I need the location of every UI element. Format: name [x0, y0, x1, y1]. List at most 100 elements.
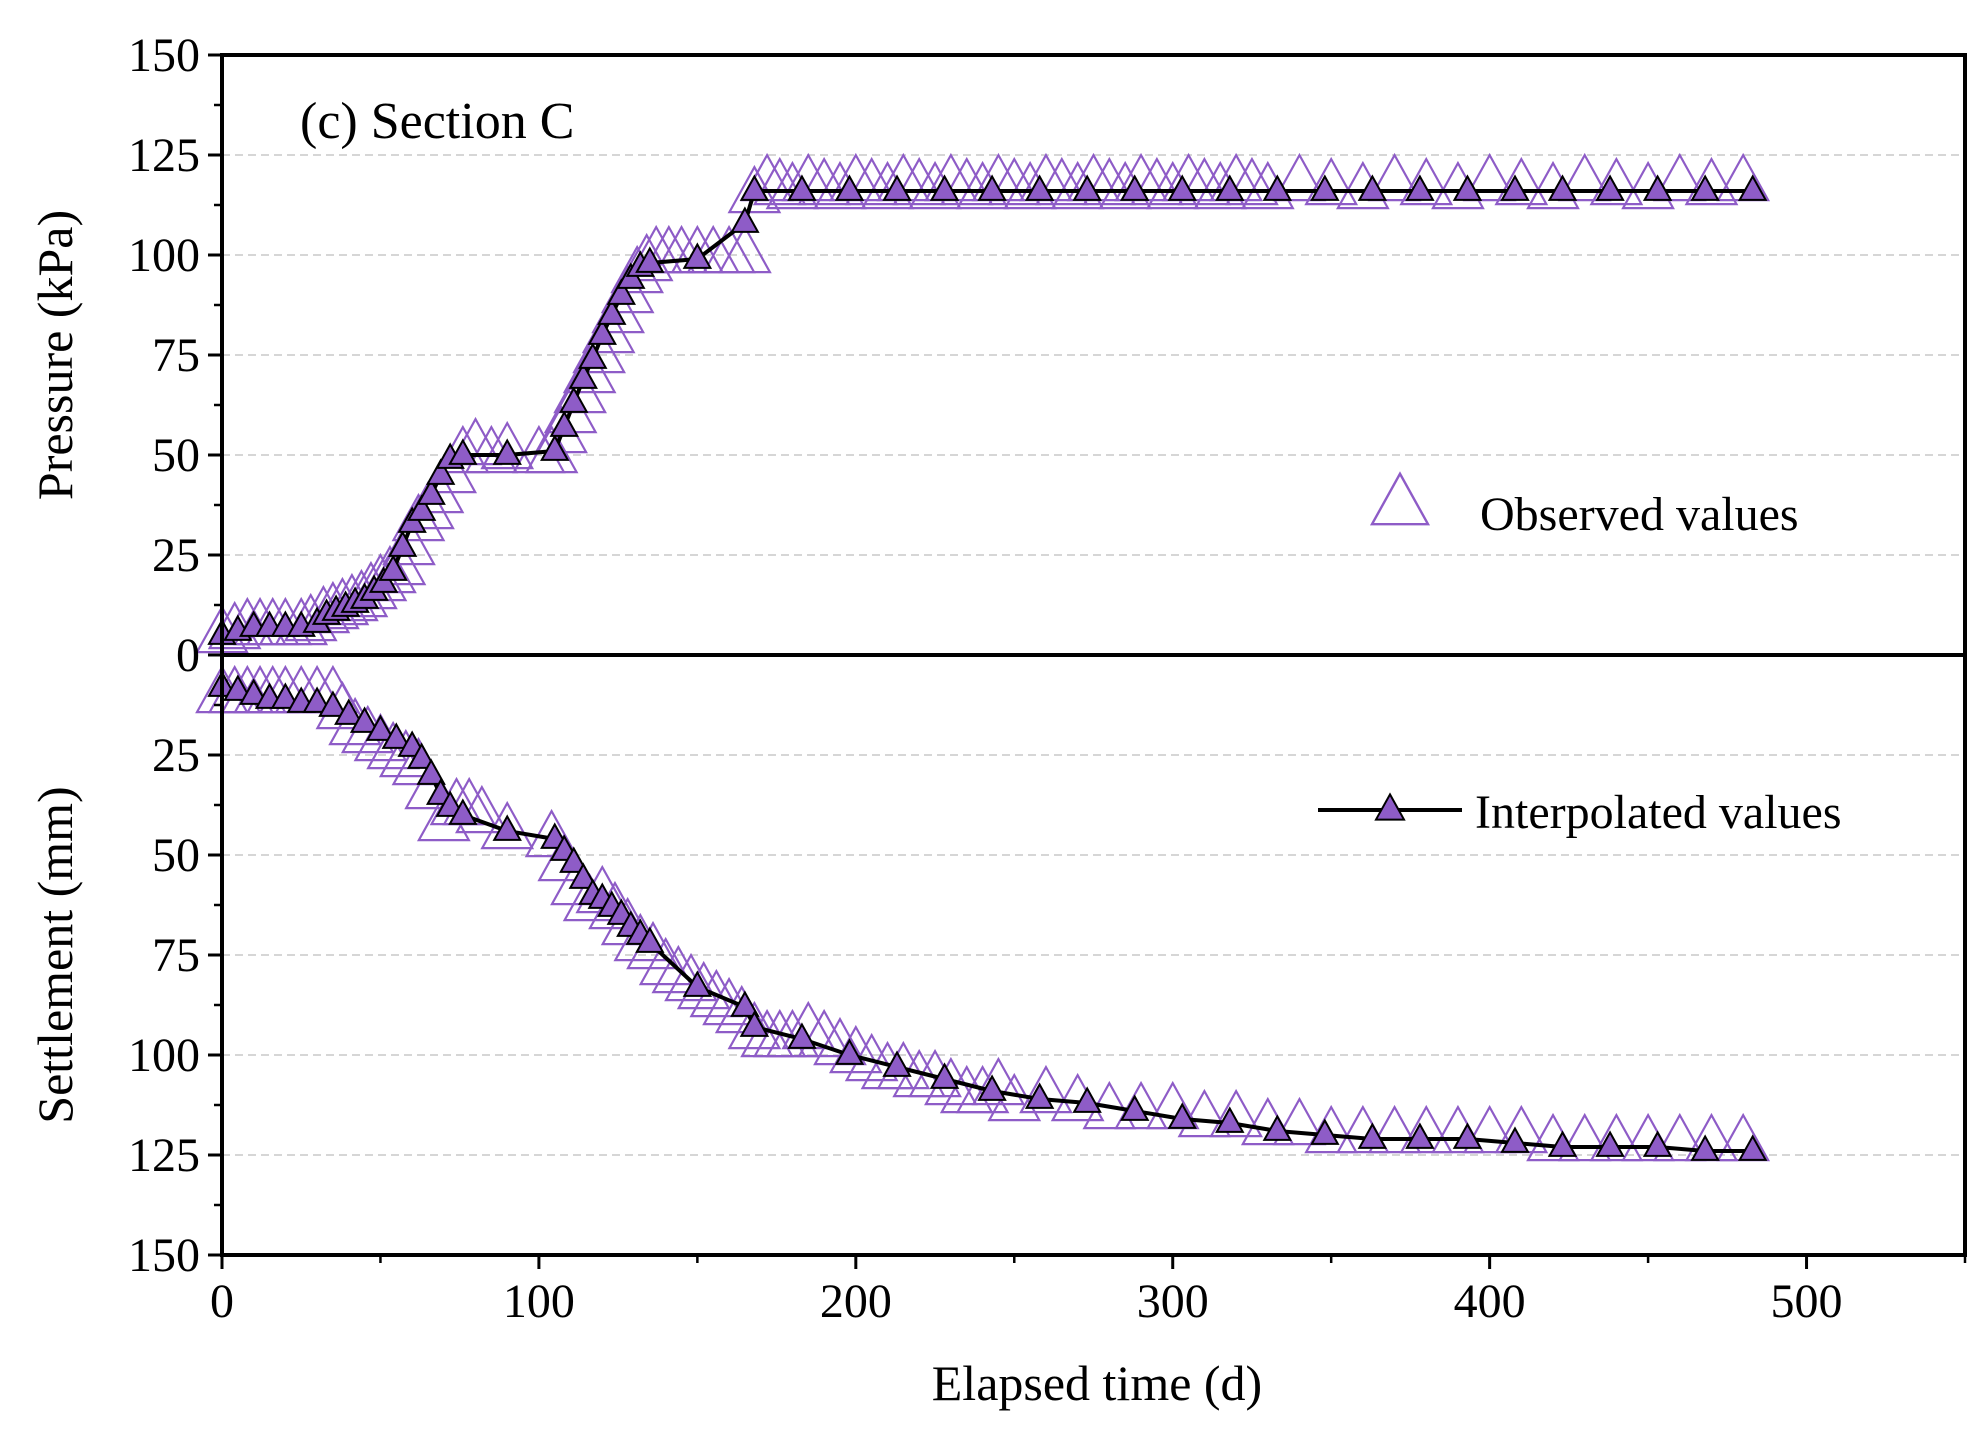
y-axis-title-settlement: Settlement (mm): [27, 786, 83, 1123]
x-axis-title: Elapsed time (d): [932, 1355, 1262, 1411]
legend-interpolated-label: Interpolated values: [1475, 786, 1842, 839]
interpolated-point: [448, 798, 478, 825]
interpolated-line-settlement: [221, 685, 1753, 1153]
interpolated-point: [1500, 1126, 1530, 1153]
observed-point: [1272, 152, 1327, 202]
y-tick-label-pressure: 100: [128, 229, 200, 282]
observed-point: [1177, 1088, 1232, 1138]
y-tick-label-settlement: 75: [152, 929, 200, 982]
interpolated-point: [1167, 1102, 1197, 1129]
interpolated-point: [1215, 174, 1245, 201]
observed-point: [1367, 152, 1422, 202]
interpolated-point: [492, 438, 522, 465]
y-tick-label-settlement: 100: [128, 1029, 200, 1082]
interpolated-point: [882, 174, 912, 201]
interpolated-point: [1215, 1106, 1245, 1133]
observed-point: [619, 232, 674, 282]
observed-point: [480, 420, 535, 470]
observed-point: [1367, 1104, 1422, 1154]
observed-point: [1399, 156, 1454, 206]
x-tick-label: 500: [1771, 1275, 1843, 1328]
observed-point: [562, 344, 617, 394]
interpolated-point: [730, 206, 760, 233]
observed-point: [1034, 156, 1089, 206]
interpolated-point: [349, 706, 380, 733]
observed-point: [1272, 1096, 1327, 1146]
interpolated-point: [1310, 174, 1340, 201]
x-tick-label: 0: [210, 1275, 234, 1328]
observed-point: [718, 224, 772, 274]
interpolated-point: [270, 682, 301, 709]
observed-point: [892, 156, 947, 206]
interpolated-point: [787, 1022, 817, 1049]
series-layer: [195, 152, 1771, 1162]
observed-point: [664, 952, 718, 1002]
panel-label: (c) Section C: [300, 93, 574, 150]
interpolated-point: [739, 1010, 770, 1037]
interpolated-point: [682, 970, 713, 997]
interpolated-point: [568, 862, 598, 889]
interpolated-point: [882, 1050, 912, 1077]
interpolated-point: [635, 246, 665, 273]
observed-point: [727, 1000, 782, 1050]
interpolated-point: [1024, 1082, 1055, 1109]
interpolated-point: [1120, 1094, 1150, 1121]
interpolated-point: [1737, 174, 1768, 201]
observed-point: [1304, 1104, 1359, 1154]
observed-point: [1557, 152, 1612, 202]
interpolated-point: [223, 674, 253, 701]
interpolated-point: [1690, 1134, 1720, 1161]
interpolated-point: [587, 318, 617, 345]
interpolated-point: [318, 690, 348, 717]
interpolated-point: [302, 686, 332, 713]
observed-point: [1652, 1112, 1707, 1162]
observed-point: [1209, 1088, 1263, 1138]
interpolated-point: [1262, 174, 1293, 201]
observed-point: [797, 1008, 851, 1058]
interpolated-point: [568, 362, 598, 389]
interpolated-point: [1547, 1130, 1578, 1157]
y-tick-label-settlement: 50: [152, 829, 200, 882]
interpolated-point: [448, 438, 478, 465]
legend: Observed values Interpolated values: [1318, 471, 1842, 839]
y-tick-label-settlement: 25: [152, 729, 200, 782]
interpolated-point: [425, 458, 456, 485]
interpolated-point: [381, 722, 411, 749]
observed-point: [1177, 156, 1232, 206]
observed-point: [454, 784, 509, 834]
observed-point: [1225, 156, 1279, 206]
interpolated-point: [1405, 174, 1435, 201]
interpolated-point: [1310, 1118, 1340, 1145]
x-tick-label: 400: [1454, 1275, 1526, 1328]
observed-point: [638, 936, 693, 986]
interpolated-point: [1500, 174, 1530, 201]
interpolated-point: [559, 386, 589, 413]
observed-point: [372, 536, 427, 586]
observed-point: [1557, 1112, 1612, 1162]
y-tick-label-pressure: 125: [128, 129, 200, 182]
interpolated-point: [1262, 1114, 1293, 1141]
interpolated-point: [929, 174, 960, 201]
observed-point: [1462, 1104, 1517, 1154]
interpolated-point: [1072, 1086, 1102, 1113]
legend-interpolated-marker: [1374, 792, 1406, 821]
observed-point: [1304, 156, 1359, 206]
interpolated-point: [578, 342, 608, 369]
observed-point: [1399, 1104, 1454, 1154]
interpolated-point: [365, 714, 396, 741]
y-axis-title-pressure: Pressure (kPa): [27, 210, 83, 500]
interpolated-point: [540, 434, 570, 461]
observed-point: [1462, 152, 1517, 202]
interpolated-point: [1405, 1122, 1435, 1149]
x-tick-label: 300: [1137, 1275, 1209, 1328]
interpolated-point: [597, 298, 627, 325]
interpolated-point: [1595, 1130, 1625, 1157]
interpolated-point: [977, 1074, 1007, 1101]
observed-point: [1652, 152, 1707, 202]
interpolated-point: [929, 1062, 960, 1089]
interpolated-point: [1167, 174, 1197, 201]
y-tick-label-pressure: 25: [152, 529, 200, 582]
y-tick-label-settlement: 150: [128, 1229, 200, 1282]
interpolated-point: [387, 530, 418, 557]
y-tick-label-pressure: 50: [152, 429, 200, 482]
